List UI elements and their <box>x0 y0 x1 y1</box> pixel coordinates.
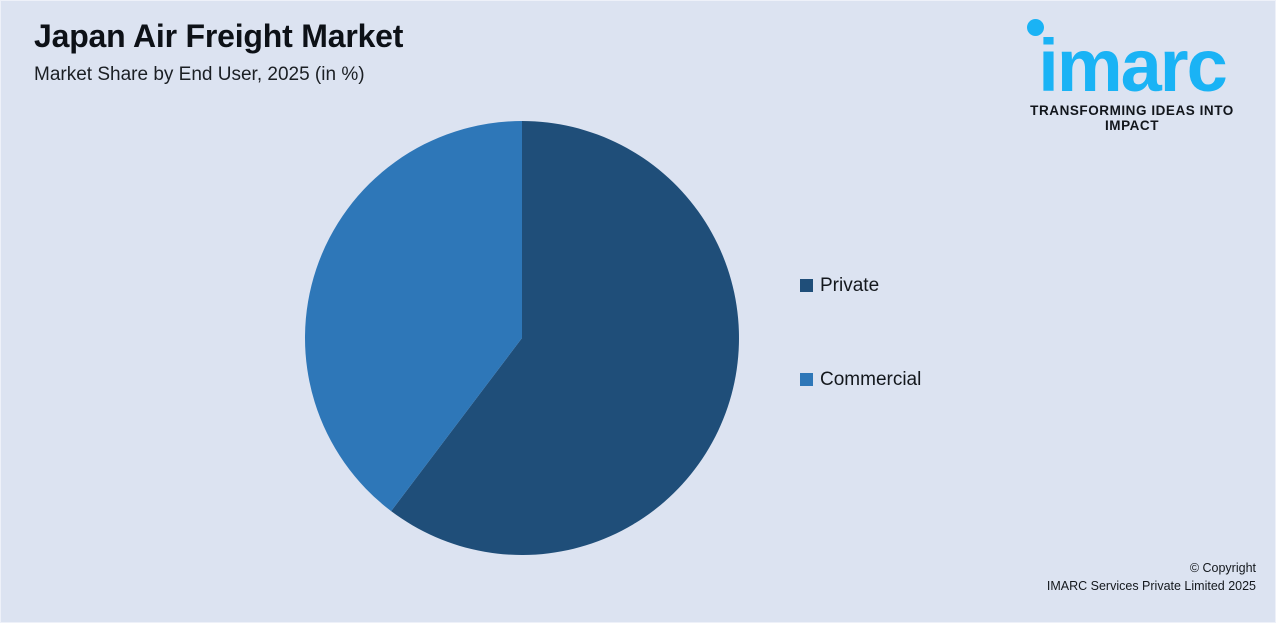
pie-slices <box>304 121 739 555</box>
page-title: Japan Air Freight Market <box>34 18 404 54</box>
chart-header: Japan Air Freight Market Market Share by… <box>34 18 734 87</box>
legend-label-private: Private <box>820 274 880 296</box>
pie-slice-private[interactable] <box>391 121 739 555</box>
copyright-line-2: IMARC Services Private Limited 2025 <box>1046 578 1256 593</box>
pie-slice-commercial[interactable] <box>304 121 522 512</box>
legend-item-private[interactable]: Private <box>800 273 921 297</box>
chart-subtitle: Market Share by End User, 2025 (in %) <box>34 63 365 85</box>
copyright-footer: © Copyright IMARC Services Private Limit… <box>1047 559 1256 595</box>
logo-tagline: TRANSFORMING IDEAS INTO IMPACT <box>1030 103 1234 133</box>
logo-mark: imarc TRANSFORMING IDEAS INTO IMPACT <box>1007 15 1257 133</box>
pie-chart-svg <box>304 121 739 555</box>
imarc-logo: imarc TRANSFORMING IDEAS INTO IMPACT <box>1007 15 1257 133</box>
legend-swatch-private <box>800 278 813 292</box>
logo-wordmark: imarc <box>1038 24 1227 107</box>
legend-label-commercial: Commercial <box>820 368 922 390</box>
copyright-line-1: © Copyright <box>1189 560 1256 575</box>
legend-item-commercial[interactable]: Commercial <box>800 367 921 391</box>
chart-legend: Private Commercial <box>800 273 921 391</box>
logo-dot-icon <box>1027 19 1044 36</box>
pie-chart <box>304 121 739 555</box>
legend-swatch-commercial <box>800 372 813 386</box>
